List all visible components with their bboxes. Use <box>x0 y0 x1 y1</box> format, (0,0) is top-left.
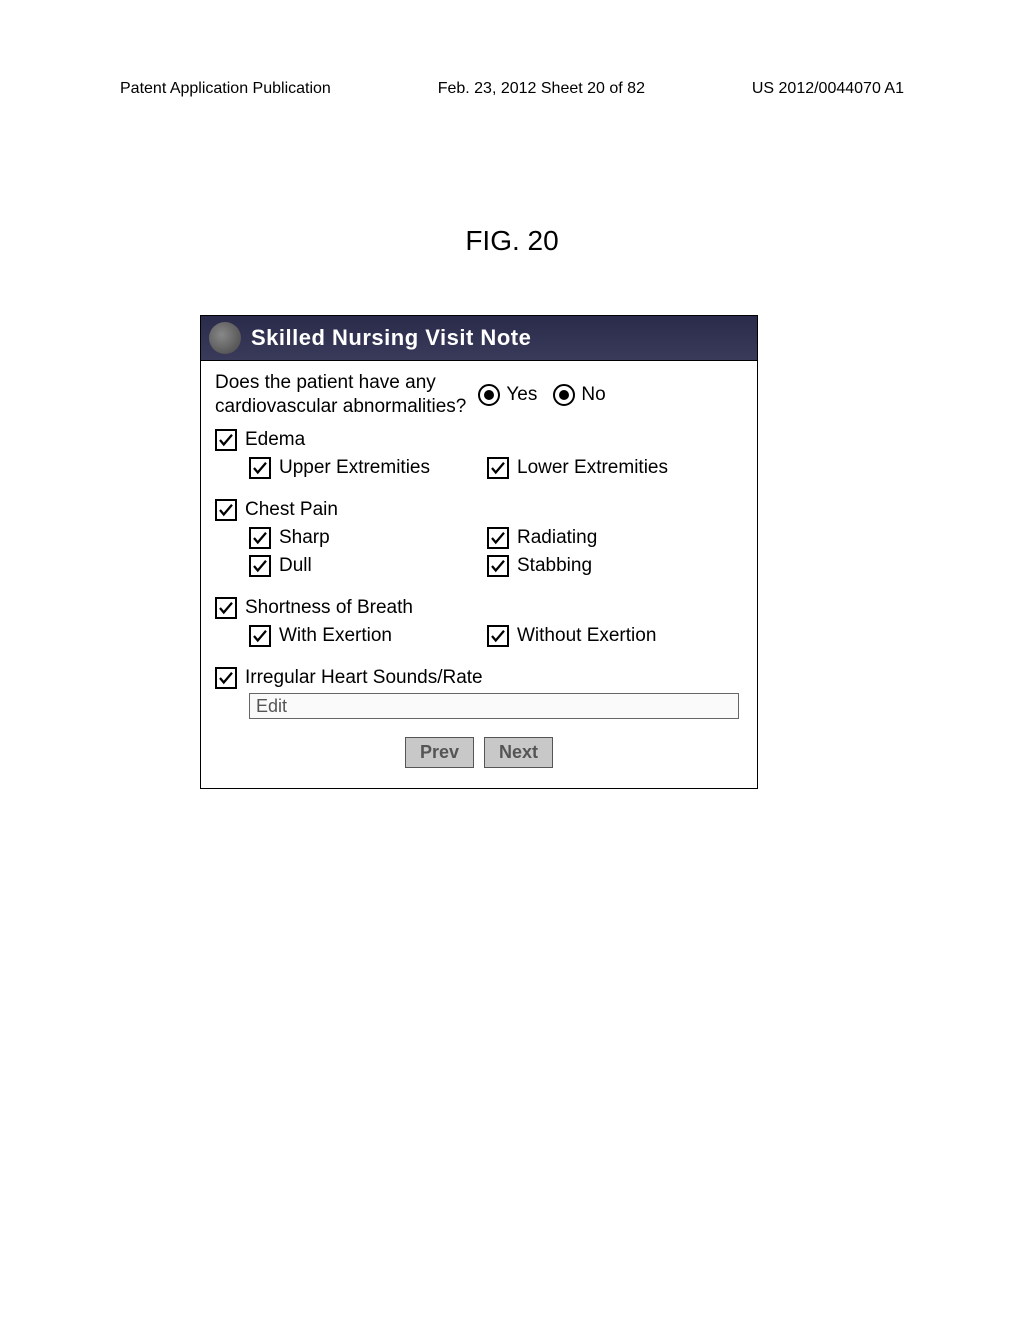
page-header: Patent Application Publication Feb. 23, … <box>0 80 1024 98</box>
app-window: Skilled Nursing Visit Note Does the pati… <box>200 315 758 789</box>
radio-group: Yes No <box>478 384 605 406</box>
header-center: Feb. 23, 2012 Sheet 20 of 82 <box>438 80 645 98</box>
checkbox-label: Dull <box>279 555 312 577</box>
check-icon <box>487 457 509 479</box>
checkbox-irregular-heart[interactable]: Irregular Heart Sounds/Rate <box>215 667 743 689</box>
check-icon <box>249 457 271 479</box>
checkbox-chest-pain[interactable]: Chest Pain <box>215 499 743 521</box>
question-text: Does the patient have any cardiovascular… <box>215 371 466 419</box>
nav-row: Prev Next <box>215 737 743 768</box>
edit-input[interactable]: Edit <box>249 693 739 719</box>
checkbox-label: With Exertion <box>279 625 392 647</box>
checkbox-without-exertion[interactable]: Without Exertion <box>487 625 656 647</box>
title-bar: Skilled Nursing Visit Note <box>201 316 757 361</box>
checkbox-label: Stabbing <box>517 555 592 577</box>
radio-no-circle <box>553 384 575 406</box>
radio-yes-circle <box>478 384 500 406</box>
check-icon <box>487 527 509 549</box>
checkbox-label: Irregular Heart Sounds/Rate <box>245 667 483 689</box>
checkbox-label: Sharp <box>279 527 330 549</box>
app-icon <box>209 322 241 354</box>
check-icon <box>249 555 271 577</box>
checkbox-label: Shortness of Breath <box>245 597 413 619</box>
figure-label: FIG. 20 <box>0 225 1024 257</box>
checkbox-label: Upper Extremities <box>279 457 430 479</box>
checkbox-stabbing[interactable]: Stabbing <box>487 555 592 577</box>
check-icon <box>215 597 237 619</box>
checkbox-sharp[interactable]: Sharp <box>249 527 479 549</box>
checkbox-shortness-of-breath[interactable]: Shortness of Breath <box>215 597 743 619</box>
radio-no[interactable]: No <box>553 384 605 406</box>
check-icon <box>215 429 237 451</box>
prev-button[interactable]: Prev <box>405 737 474 768</box>
check-icon <box>487 625 509 647</box>
question-row: Does the patient have any cardiovascular… <box>215 371 743 419</box>
checkbox-lower-extremities[interactable]: Lower Extremities <box>487 457 668 479</box>
checkbox-label: Edema <box>245 429 305 451</box>
checkbox-label: Chest Pain <box>245 499 338 521</box>
question-line-2: cardiovascular abnormalities? <box>215 395 466 419</box>
next-button[interactable]: Next <box>484 737 553 768</box>
check-icon <box>215 499 237 521</box>
radio-yes-label: Yes <box>506 384 537 406</box>
radio-yes[interactable]: Yes <box>478 384 537 406</box>
checkbox-upper-extremities[interactable]: Upper Extremities <box>249 457 479 479</box>
checkbox-label: Without Exertion <box>517 625 656 647</box>
check-icon <box>487 555 509 577</box>
check-icon <box>249 527 271 549</box>
checkbox-radiating[interactable]: Radiating <box>487 527 597 549</box>
check-icon <box>249 625 271 647</box>
window-title: Skilled Nursing Visit Note <box>251 325 531 351</box>
checkbox-dull[interactable]: Dull <box>249 555 479 577</box>
form-body: Does the patient have any cardiovascular… <box>201 361 757 788</box>
radio-no-label: No <box>581 384 605 406</box>
checkbox-label: Lower Extremities <box>517 457 668 479</box>
header-left: Patent Application Publication <box>120 80 331 98</box>
question-line-1: Does the patient have any <box>215 371 466 395</box>
checkbox-edema[interactable]: Edema <box>215 429 743 451</box>
checkbox-with-exertion[interactable]: With Exertion <box>249 625 479 647</box>
checkbox-label: Radiating <box>517 527 597 549</box>
header-right: US 2012/0044070 A1 <box>752 80 904 98</box>
check-icon <box>215 667 237 689</box>
